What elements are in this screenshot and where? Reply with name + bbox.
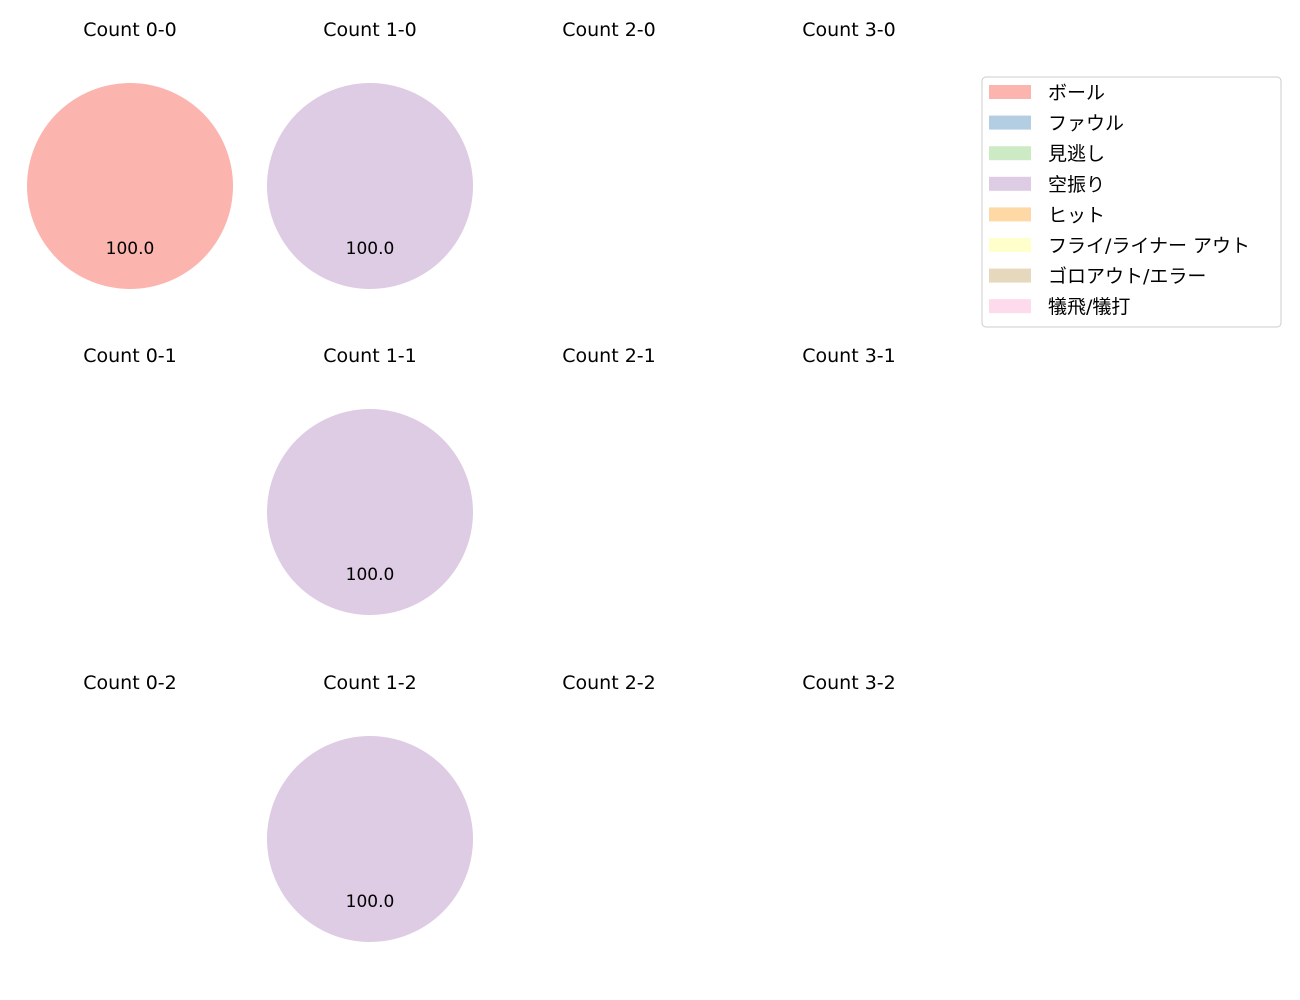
slice-label: 100.0 <box>106 239 155 259</box>
legend-swatch <box>989 207 1031 222</box>
subplot: Count 3-1 <box>802 345 896 367</box>
subplot-title: Count 1-2 <box>323 672 417 694</box>
legend-frame <box>981 76 1282 328</box>
pie-slice <box>267 736 473 942</box>
legend-swatch <box>989 268 1031 283</box>
legend-swatch <box>989 146 1031 161</box>
subplot-title: Count 2-2 <box>562 672 656 694</box>
legend-swatch <box>989 115 1031 130</box>
subplot: Count 2-1 <box>562 345 656 367</box>
slice-label: 100.0 <box>346 565 395 585</box>
slice-label: 100.0 <box>346 892 395 912</box>
subplot-title: Count 2-0 <box>562 19 656 41</box>
legend-swatch <box>989 299 1031 314</box>
subplot: Count 1-2 100.0 <box>267 672 473 942</box>
subplot: Count 1-1 100.0 <box>267 345 473 615</box>
subplot: Count 3-2 <box>802 672 896 694</box>
legend-swatch <box>989 238 1031 252</box>
pie-slice <box>27 83 233 289</box>
pie-slice <box>267 409 473 615</box>
subplot: Count 2-2 <box>562 672 656 694</box>
subplot: Count 1-0 100.0 <box>267 19 473 289</box>
subplot: Count 0-1 <box>83 345 177 367</box>
legend-label: ゴロアウト/エラー <box>1048 266 1206 288</box>
subplot-title: Count 0-1 <box>83 345 177 367</box>
legend-swatch <box>989 85 1031 99</box>
legend-label: 空振り <box>1048 174 1105 196</box>
subplot-title: Count 1-1 <box>323 345 417 367</box>
legend-label: 見逃し <box>1048 143 1105 165</box>
subplot-title: Count 2-1 <box>562 345 656 367</box>
subplot: Count 2-0 <box>562 19 656 41</box>
legend-label: 犠飛/犠打 <box>1048 296 1130 318</box>
legend-label: フライ/ライナー アウト <box>1048 235 1250 257</box>
subplot-title: Count 0-0 <box>83 19 177 41</box>
slice-label: 100.0 <box>346 239 395 259</box>
subplot-title: Count 3-1 <box>802 345 896 367</box>
legend-label: ボール <box>1048 82 1105 104</box>
subplot-title: Count 3-0 <box>802 19 896 41</box>
legend-swatch <box>989 176 1031 191</box>
subplot: Count 0-2 <box>83 672 177 694</box>
subplot-title: Count 3-2 <box>802 672 896 694</box>
subplot-title: Count 0-2 <box>83 672 177 694</box>
legend-label: ファウル <box>1048 113 1124 135</box>
subplot-title: Count 1-0 <box>323 19 417 41</box>
legend-label: ヒット <box>1048 204 1105 226</box>
subplot: Count 0-0 100.0 <box>27 19 233 289</box>
pie-slice <box>267 83 473 289</box>
subplot: Count 3-0 <box>802 19 896 41</box>
